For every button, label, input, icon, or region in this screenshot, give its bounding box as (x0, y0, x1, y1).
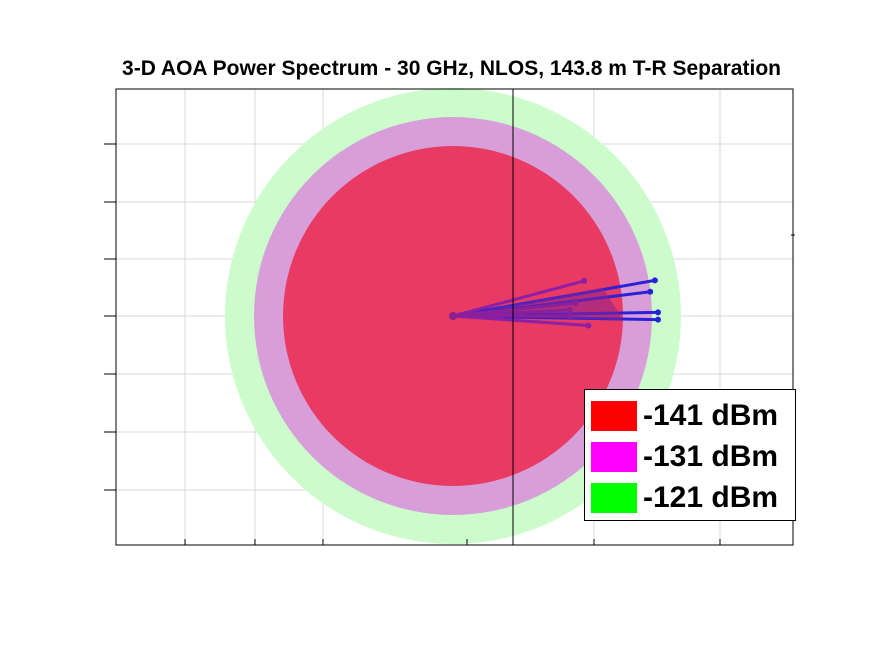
origin-point (449, 312, 457, 320)
legend-swatch-131 (591, 442, 637, 472)
plot-frame (115, 88, 794, 546)
lobe-tip-2 (655, 309, 661, 316)
legend-label-141: -141 dBm (643, 399, 779, 432)
lobe-4 (451, 279, 586, 318)
chart-title: 3-D AOA Power Spectrum - 30 GHz, NLOS, 1… (122, 57, 781, 80)
lobe-tip-4 (581, 277, 588, 284)
lobe-tip-5 (585, 322, 592, 329)
legend-label-131: -131 dBm (643, 440, 779, 473)
lobe-tip-0 (651, 277, 658, 284)
lobe-tip-1 (647, 288, 654, 295)
legend-swatch-121 (591, 483, 637, 513)
legend-label-121: -121 dBm (643, 481, 779, 514)
lobe-5 (451, 314, 590, 327)
legend: -141 dBm -131 dBm -121 dBm (584, 389, 796, 521)
lobe-fan (453, 288, 623, 320)
legend-swatch-141 (591, 401, 637, 431)
legend-entry-131: -131 dBm (591, 439, 778, 475)
legend-entry-121: -121 dBm (591, 480, 778, 516)
legend-entry-141: -141 dBm (591, 398, 778, 434)
aoa-lobes (449, 277, 661, 329)
lobe-tip-3 (655, 316, 661, 323)
axes-frame (104, 88, 795, 546)
